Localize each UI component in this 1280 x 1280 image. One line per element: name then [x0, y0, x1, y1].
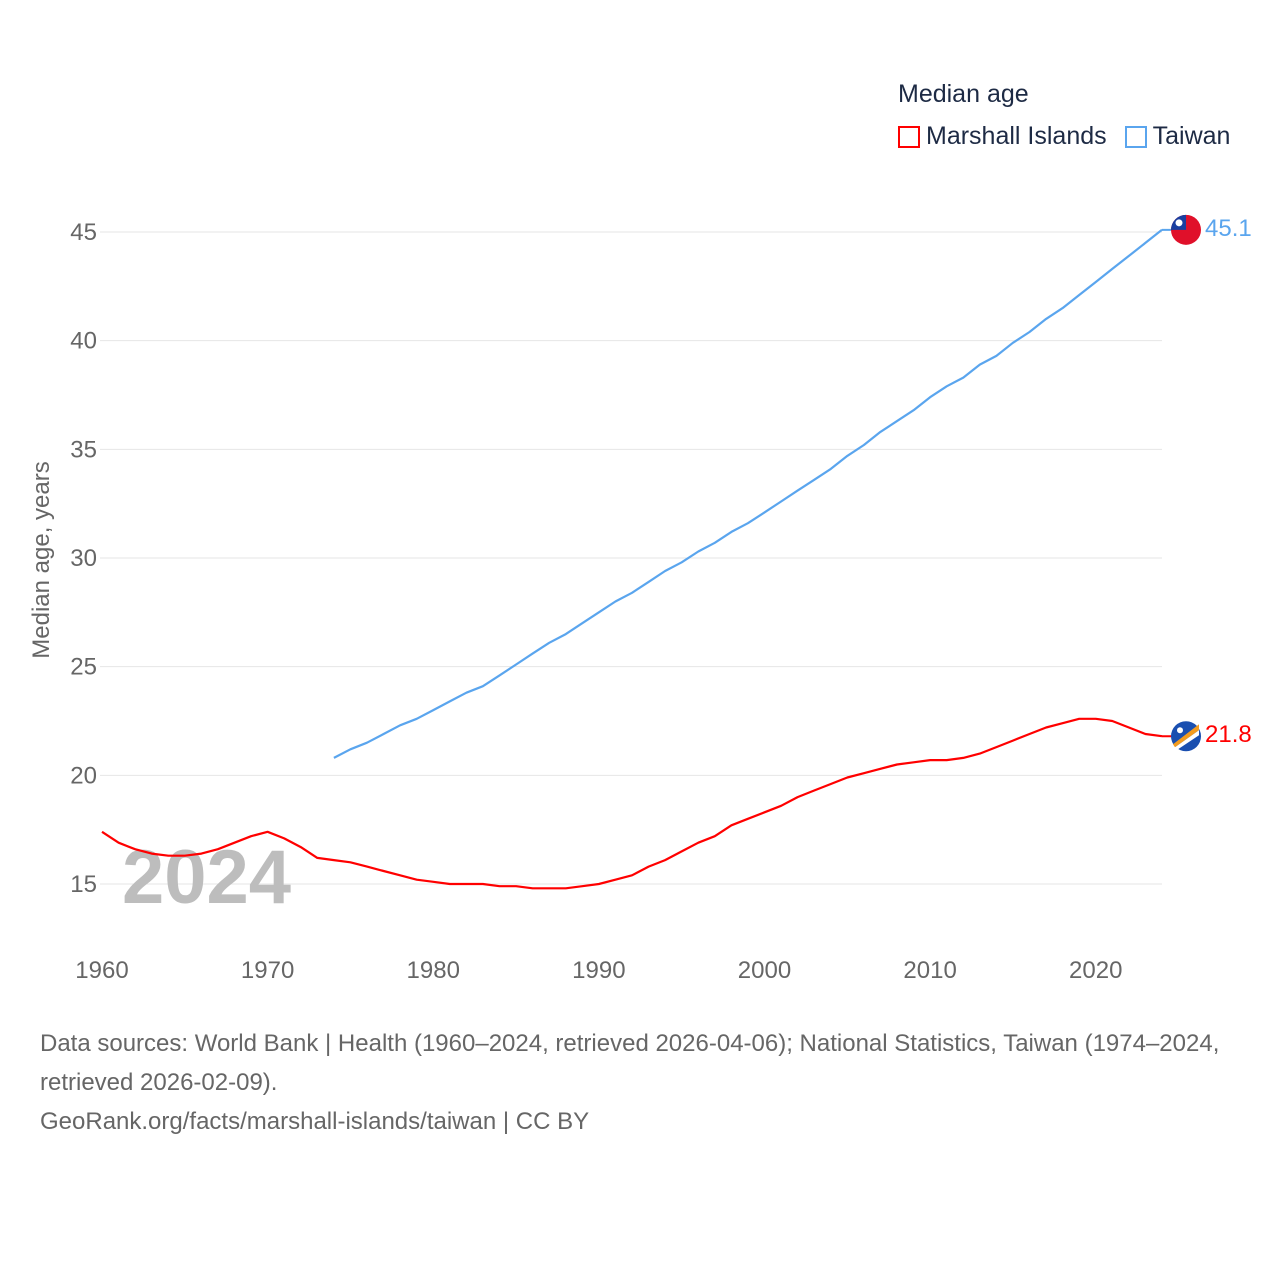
- x-tick-label: 1960: [75, 957, 128, 984]
- y-tick-label: 35: [70, 436, 97, 463]
- x-tick-label: 2000: [738, 957, 791, 984]
- legend-label: Marshall Islands: [926, 122, 1107, 150]
- legend-label: Taiwan: [1152, 122, 1231, 150]
- data-sources: Data sources: World Bank | Health (1960–…: [40, 1030, 1220, 1096]
- x-tick-label: 1990: [572, 957, 625, 984]
- credit-link[interactable]: GeoRank.org/facts/marshall-islands/taiwa…: [40, 1108, 590, 1135]
- flag-star: [1177, 727, 1183, 734]
- series-line-marshall-islands: [101, 717, 1163, 890]
- y-tick-label: 30: [70, 545, 97, 572]
- flag-stripe-white: [1175, 730, 1199, 750]
- x-tick-label: 2020: [1069, 957, 1122, 984]
- y-tick-label: 20: [70, 762, 97, 789]
- y-axis-label: Median age, years: [28, 461, 55, 659]
- end-value-label: 45.1: [1205, 215, 1252, 242]
- flag-stripe-orange: [1173, 724, 1199, 748]
- year-watermark: 2024: [122, 835, 291, 920]
- x-tick-label: 1970: [241, 957, 294, 984]
- legend-swatch: [898, 125, 920, 148]
- y-tick-label: 45: [70, 219, 97, 246]
- footer: Data sources: World Bank | Health (1960–…: [40, 1024, 1250, 1141]
- legend-item-taiwan[interactable]: Taiwan: [1124, 122, 1231, 151]
- y-tick-label: 40: [70, 328, 97, 355]
- legend: Marshall Islands Taiwan: [898, 122, 1230, 151]
- flag-sun: [1175, 219, 1183, 227]
- x-tick-label: 2010: [903, 957, 956, 984]
- x-tick-label: 1980: [407, 957, 460, 984]
- y-tick-label: 25: [70, 654, 97, 681]
- legend-title: Median age: [898, 80, 1029, 108]
- series-line-taiwan: [333, 228, 1163, 759]
- legend-swatch: [1124, 125, 1147, 148]
- end-value-label: 21.8: [1205, 721, 1252, 748]
- legend-item-marshall-islands[interactable]: Marshall Islands: [898, 122, 1107, 151]
- y-tick-label: 15: [70, 871, 97, 898]
